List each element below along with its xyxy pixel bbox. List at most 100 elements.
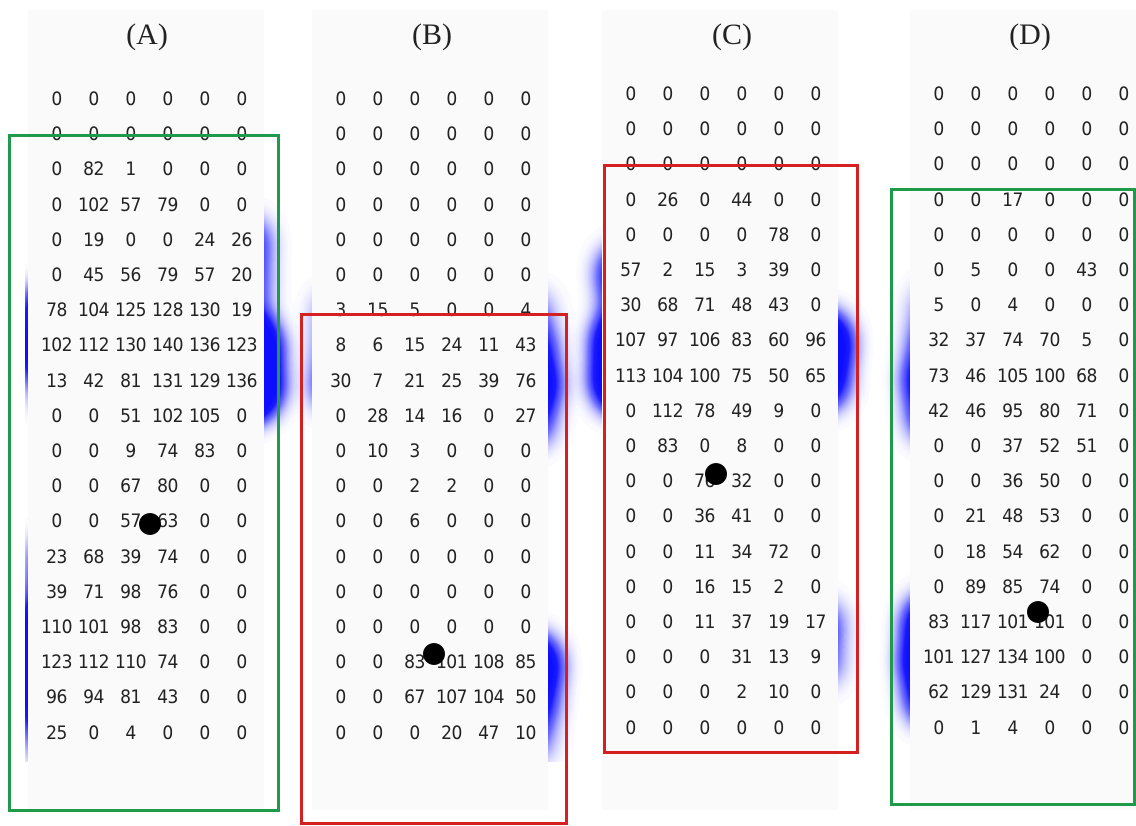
sensor-value: 98: [120, 616, 141, 638]
sensor-value: 8: [736, 435, 747, 457]
sensor-value: 0: [88, 440, 99, 462]
sensor-value: 0: [625, 646, 636, 669]
sensor-value: 0: [933, 118, 944, 141]
sensor-value: 0: [736, 223, 747, 246]
sensor-value: 0: [1081, 118, 1092, 141]
sensor-value: 0: [483, 616, 494, 638]
sensor-value: 0: [773, 83, 784, 105]
sensor-value: 0: [409, 721, 420, 744]
sensor-value: 127: [959, 646, 992, 669]
sensor-value: 0: [699, 435, 710, 457]
sensor-value: 78: [694, 399, 715, 422]
sensor-value: 0: [662, 681, 673, 704]
sensor-value: 0: [162, 228, 173, 251]
sensor-value: 0: [1118, 435, 1129, 457]
sensor-value: 0: [625, 188, 636, 211]
sensor-value: 0: [1081, 505, 1092, 528]
sensor-value: 0: [773, 435, 784, 457]
panel-background: [312, 10, 548, 810]
sensor-value: 100: [1033, 646, 1066, 669]
sensor-value: 70: [1039, 329, 1060, 352]
sensor-value: 79: [157, 193, 178, 216]
sensor-value: 97: [657, 329, 678, 352]
sensor-value: 0: [335, 721, 346, 744]
sensor-value: 0: [1118, 188, 1129, 211]
selection-frame: [890, 188, 1136, 806]
sensor-value: 0: [1007, 153, 1018, 176]
sensor-value: 25: [441, 369, 462, 392]
sensor-value: 4: [1007, 294, 1018, 317]
sensor-value: 46: [965, 399, 986, 422]
sensor-value: 17: [1002, 188, 1023, 211]
sensor-value: 0: [662, 716, 673, 739]
sensor-value: 0: [446, 545, 457, 568]
sensor-value: 0: [236, 545, 247, 568]
sensor-value: 0: [1007, 118, 1018, 141]
sensor-value: 10: [768, 681, 789, 704]
sensor-value: 37: [1002, 435, 1023, 457]
sensor-value: 68: [1076, 364, 1097, 387]
sensor-value: 0: [1118, 540, 1129, 563]
sensor-value: 0: [199, 193, 210, 216]
sensor-value: 0: [810, 681, 821, 704]
sensor-value: 0: [520, 264, 531, 286]
sensor-value: 43: [515, 334, 536, 357]
sensor-value: 102: [77, 193, 110, 216]
sensor-value: 0: [162, 721, 173, 744]
sensor-value: 21: [965, 505, 986, 528]
sensor-value: 100: [1033, 364, 1066, 387]
sensor-value: 131: [996, 681, 1029, 704]
sensor-value: 3: [409, 440, 420, 462]
sensor-value: 0: [335, 580, 346, 603]
sensor-value: 2: [409, 475, 420, 498]
sensor-value: 83: [404, 651, 425, 674]
sensor-value: 0: [773, 118, 784, 141]
sensor-value: 0: [446, 299, 457, 322]
sensor-value: 0: [446, 228, 457, 251]
sensor-value: 0: [372, 510, 383, 533]
sensor-value: 96: [46, 686, 67, 709]
sensor-value: 0: [88, 721, 99, 744]
sensor-value: 0: [51, 193, 62, 216]
sensor-value: 0: [409, 88, 420, 110]
sensor-value: 0: [810, 505, 821, 528]
sensor-value: 0: [446, 616, 457, 638]
sensor-value: 0: [520, 440, 531, 462]
sensor-value: 0: [1007, 83, 1018, 105]
sensor-value: 41: [731, 505, 752, 528]
sensor-value: 21: [404, 369, 425, 392]
sensor-value: 25: [46, 721, 67, 744]
sensor-value: 26: [657, 188, 678, 211]
sensor-value: 0: [372, 686, 383, 709]
sensor-value: 0: [970, 294, 981, 317]
sensor-value: 0: [662, 223, 673, 246]
sensor-value: 0: [483, 88, 494, 110]
sensor-value: 20: [231, 264, 252, 286]
center-of-pressure-marker: [705, 463, 727, 485]
sensor-value: 36: [1002, 470, 1023, 493]
sensor-value: 0: [625, 399, 636, 422]
sensor-value: 0: [1118, 153, 1129, 176]
sensor-value: 0: [483, 404, 494, 427]
sensor-value: 0: [236, 686, 247, 709]
sensor-value: 62: [1039, 540, 1060, 563]
panel-background: [602, 10, 838, 810]
panel-background: [910, 10, 1136, 810]
sensor-value: 1: [125, 158, 136, 181]
sensor-value: 0: [483, 228, 494, 251]
sensor-value: 0: [810, 118, 821, 141]
sensor-value: 32: [731, 470, 752, 493]
sensor-value: 0: [933, 716, 944, 739]
sensor-value: 74: [157, 651, 178, 674]
sensor-value: 51: [120, 404, 141, 427]
sensor-value: 19: [231, 299, 252, 322]
sensor-value: 0: [933, 470, 944, 493]
sensor-value: 0: [1118, 364, 1129, 387]
sensor-value: 0: [1118, 646, 1129, 669]
sensor-value: 0: [446, 88, 457, 110]
sensor-value: 52: [1039, 435, 1060, 457]
sensor-value: 123: [40, 651, 73, 674]
sensor-value: 7: [372, 369, 383, 392]
sensor-value: 27: [515, 404, 536, 427]
sensor-value: 0: [372, 651, 383, 674]
